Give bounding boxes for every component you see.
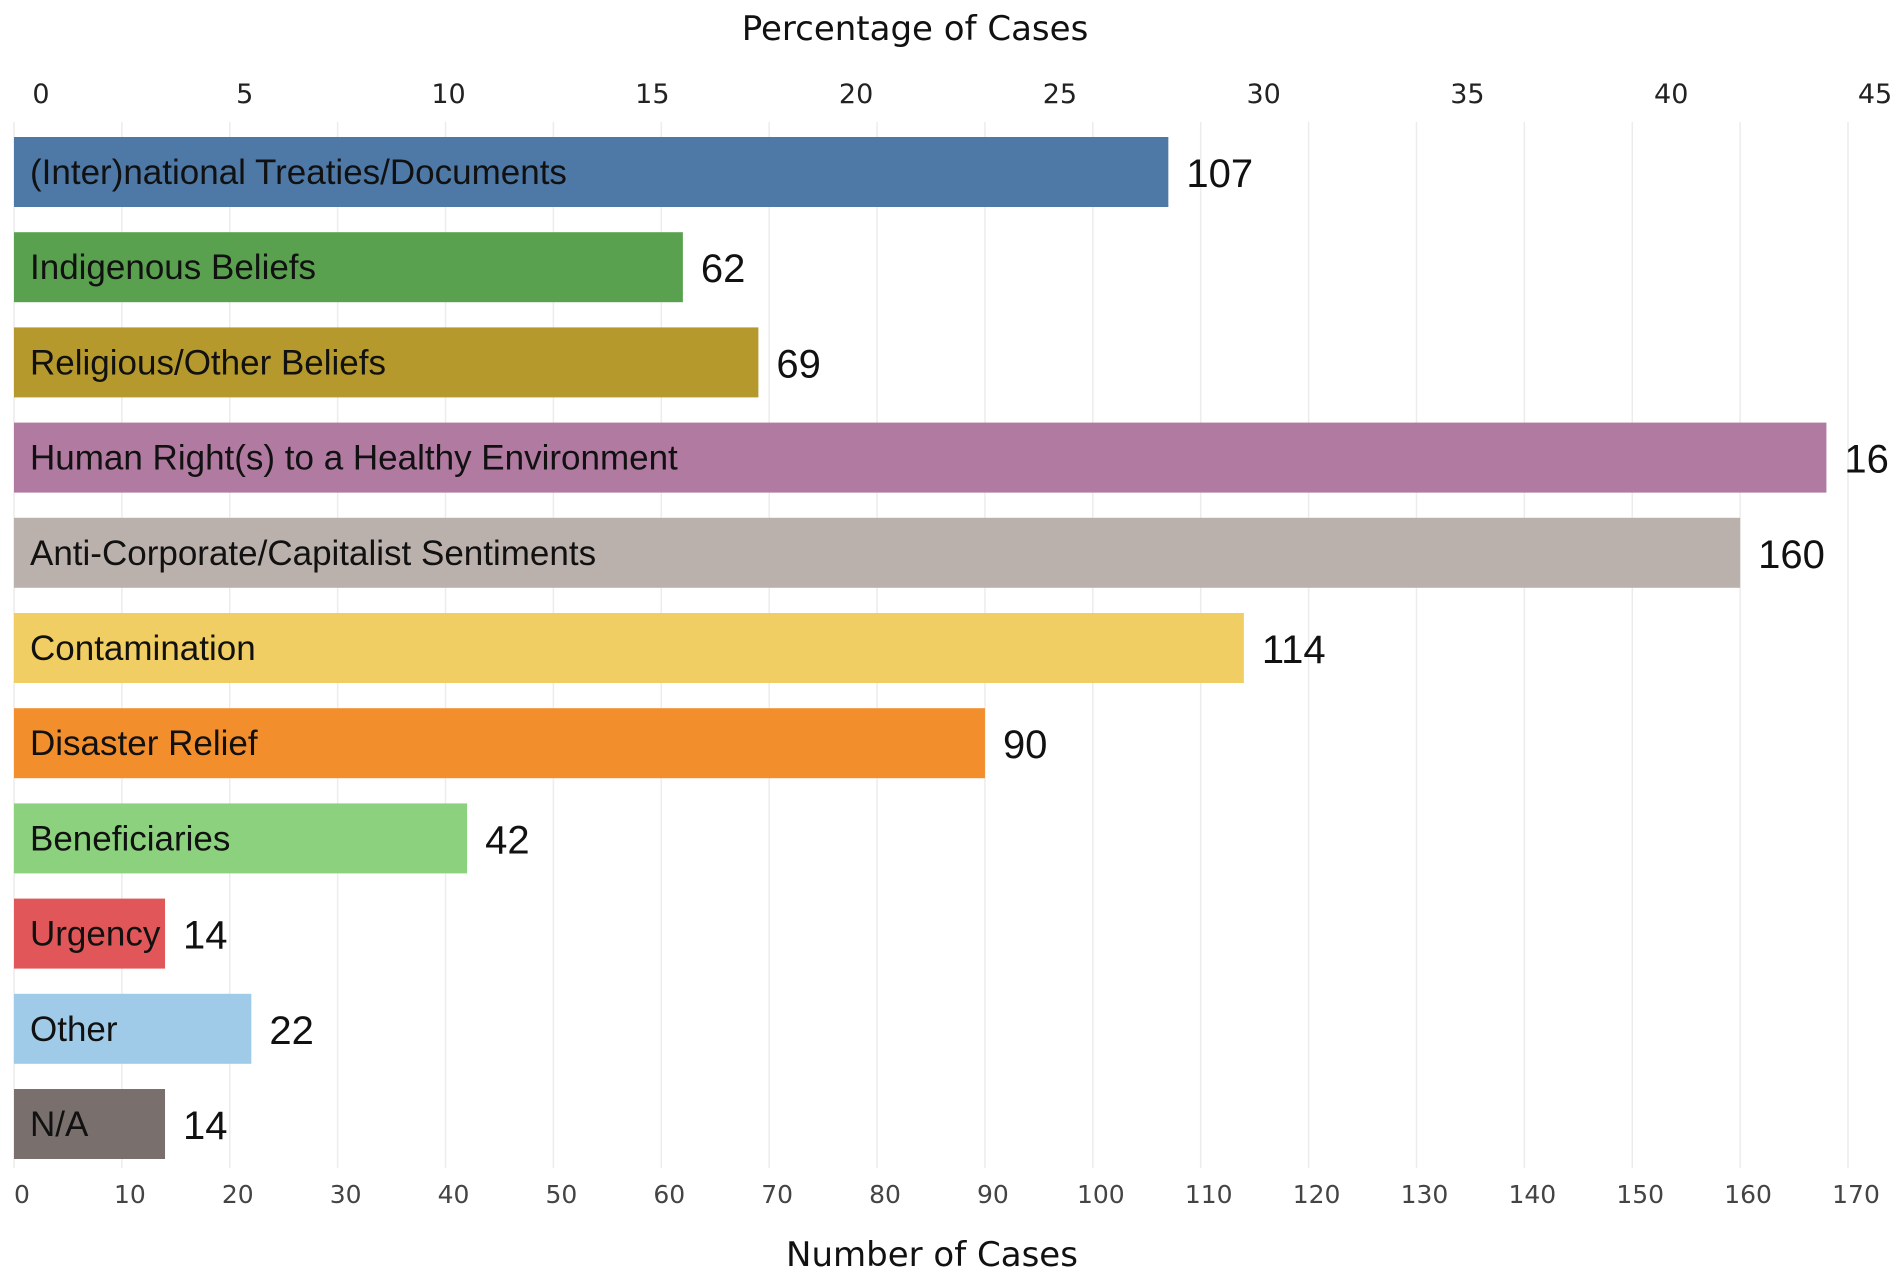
- bar-value-label-5: 114: [1262, 628, 1326, 672]
- bar-10: [14, 1089, 166, 1159]
- bar-category-label-7: Beneficiaries: [30, 819, 230, 858]
- bottom-tick-label-15: 150: [1616, 1180, 1664, 1209]
- bottom-axis-title: Number of Cases: [786, 1235, 1078, 1270]
- bar-value-label-8: 14: [183, 914, 228, 958]
- top-tick-label-8: 40: [1654, 79, 1688, 110]
- top-tick-label-0: 0: [32, 79, 49, 110]
- bar-value-label-3: 168: [1844, 438, 1890, 482]
- bottom-tick-label-7: 70: [761, 1180, 793, 1209]
- bar-value-label-2: 69: [776, 342, 821, 386]
- bottom-tick-label-9: 90: [977, 1180, 1009, 1209]
- bar-category-label-1: Indigenous Beliefs: [30, 248, 316, 287]
- bar-8: [14, 898, 166, 969]
- bar-category-label-4: Anti-Corporate/Capitalist Sentiments: [30, 534, 596, 573]
- bottom-tick-label-6: 60: [653, 1180, 685, 1209]
- bar-6: [14, 708, 985, 779]
- bottom-tick-label-17: 170: [1832, 1180, 1880, 1209]
- bar-value-label-4: 160: [1758, 533, 1825, 577]
- bar-category-label-2: Religious/Other Beliefs: [30, 343, 386, 382]
- bottom-tick-label-13: 130: [1401, 1180, 1449, 1209]
- bar-3: [14, 422, 1827, 493]
- top-axis-ticks: 0 5 10 15 20 25 30 35 40 45: [32, 79, 1890, 110]
- top-tick-label-1: 5: [236, 79, 253, 110]
- bottom-tick-label-14: 140: [1508, 1180, 1556, 1209]
- top-tick-label-5: 25: [1043, 79, 1077, 110]
- bar-value-label-7: 42: [485, 818, 530, 862]
- bottom-tick-label-1: 10: [114, 1180, 146, 1209]
- bar-category-label-9: Other: [30, 1010, 118, 1049]
- bottom-tick-label-11: 110: [1185, 1180, 1233, 1209]
- top-tick-label-6: 30: [1246, 79, 1280, 110]
- bottom-tick-label-10: 100: [1077, 1180, 1125, 1209]
- top-axis-title: Percentage of Cases: [742, 9, 1089, 49]
- bottom-tick-label-8: 80: [869, 1180, 901, 1209]
- bar-value-label-1: 62: [701, 247, 746, 291]
- bar-value-label-0: 107: [1186, 152, 1253, 196]
- bar-category-label-6: Disaster Relief: [30, 724, 258, 763]
- bar-9: [14, 993, 252, 1064]
- bar-5: [14, 613, 1244, 683]
- bottom-tick-label-2: 20: [222, 1180, 254, 1209]
- bar-4: [14, 517, 1741, 588]
- top-tick-label-2: 10: [431, 79, 465, 110]
- bottom-tick-label-3: 30: [330, 1180, 362, 1209]
- bottom-tick-label-12: 120: [1293, 1180, 1341, 1209]
- bar-1: [14, 232, 683, 303]
- bottom-axis-ticks: 0 10 20 30 40 50 60 70 80 90 100 110 120 130 140 150 160…: [14, 1180, 1880, 1209]
- bar-0: [14, 137, 1169, 207]
- bottom-tick-label-0: 0: [14, 1180, 30, 1209]
- top-tick-label-3: 15: [635, 79, 669, 110]
- bars: (Inter)national Treaties/Documents 107 Ind…: [14, 137, 1890, 1159]
- bar-2: [14, 327, 759, 398]
- bottom-tick-label-5: 50: [546, 1180, 578, 1209]
- top-tick-label-4: 20: [839, 79, 873, 110]
- bar-value-label-9: 22: [269, 1009, 314, 1053]
- bar-category-label-8: Urgency: [30, 915, 161, 954]
- bar-category-label-3: Human Right(s) to a Healthy Environment: [30, 439, 678, 478]
- top-tick-label-7: 35: [1450, 79, 1484, 110]
- bar-category-label-5: Contamination: [30, 629, 256, 668]
- bar-category-label-0: (Inter)national Treaties/Documents: [30, 153, 567, 192]
- bar-value-label-10: 14: [183, 1104, 228, 1148]
- bottom-tick-label-4: 40: [438, 1180, 470, 1209]
- top-tick-label-9: 45: [1858, 79, 1890, 110]
- bar-7: [14, 803, 468, 874]
- bar-category-label-10: N/A: [30, 1105, 89, 1144]
- bar-value-label-6: 90: [1003, 723, 1048, 767]
- bottom-tick-label-16: 160: [1724, 1180, 1772, 1209]
